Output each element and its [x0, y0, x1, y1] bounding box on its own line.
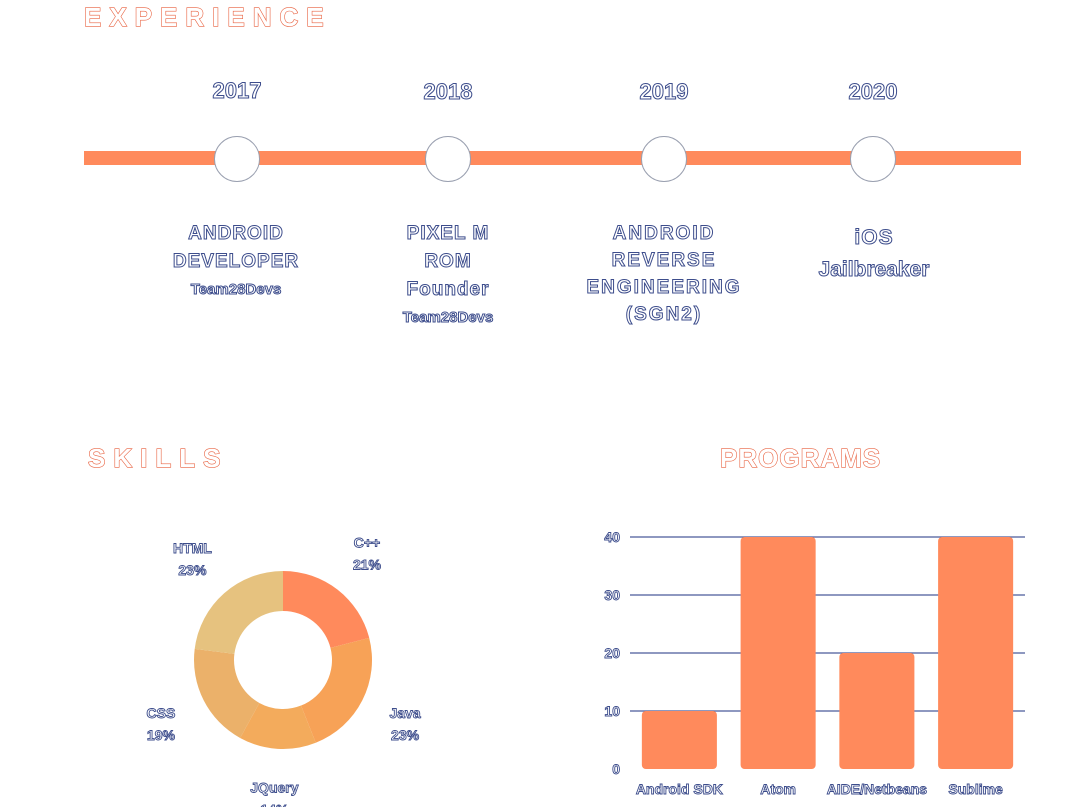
job-2018: PIXEL M ROM Founder Team28Devs	[348, 220, 548, 332]
job-title-line: (SGN2)	[625, 304, 703, 326]
donut-slice-jquery	[240, 702, 316, 749]
bar-aide-netbeans	[839, 653, 915, 769]
bar-sublime	[938, 537, 1014, 769]
donut-slice-css	[194, 648, 260, 738]
donut-label-name: C++	[354, 535, 380, 551]
y-tick-label: 40	[604, 529, 620, 545]
job-company: Team28Devs	[190, 281, 282, 299]
donut-label-group: HTML 23%	[173, 540, 213, 579]
job-title-line: ROM	[424, 251, 472, 273]
timeline-bar	[84, 151, 1021, 165]
x-tick-label: Sublime	[948, 781, 1003, 797]
year-2020: 2020	[848, 79, 898, 105]
donut-label-percent: 23%	[178, 562, 207, 578]
bar-android-sdk	[641, 711, 717, 769]
donut-label-percent: 19%	[147, 727, 176, 743]
donut-slice-c	[283, 571, 370, 648]
y-tick-label: 10	[604, 703, 620, 719]
donut-label-group: C++ 21%	[353, 534, 382, 573]
donut-label-percent: 14%	[260, 802, 289, 807]
job-2019: ANDROID REVERSE ENGINEERING (SGN2)	[564, 220, 764, 328]
skills-donut-chart: C++ 21% Java 23% JQuery 14% CSS 19% HTML 23%	[146, 534, 421, 807]
experience-heading: EXPERIENCE	[83, 1, 332, 32]
job-title-line: Founder	[406, 279, 490, 301]
bar-atom	[740, 537, 816, 769]
donut-label-group: JQuery 14%	[250, 779, 299, 807]
donut-label-name: CSS	[147, 705, 176, 721]
donut-label-name: Java	[389, 705, 420, 721]
donut-label-percent: 21%	[353, 557, 382, 573]
year-2018: 2018	[423, 79, 473, 105]
y-tick-label: 20	[604, 645, 620, 661]
year-2019: 2019	[639, 79, 689, 105]
job-title-line: REVERSE	[611, 250, 717, 272]
donut-label-group: CSS 19%	[146, 705, 176, 744]
job-title-line: DEVELOPER	[172, 251, 300, 273]
timeline-node-2017	[214, 136, 260, 182]
x-tick-label: Atom	[760, 781, 796, 797]
x-tick-label: Android SDK	[636, 781, 723, 797]
job-title-line: iOS	[854, 226, 894, 250]
job-company: Team28Devs	[402, 309, 494, 327]
programs-bar-chart: 0 10 20 30 40 Android SDK Atom AIDE/Netbeans Sub…	[604, 529, 1025, 797]
donut-slice-java	[301, 637, 372, 743]
job-title-line: ANDROID	[188, 223, 284, 245]
skills-heading: SKILLS	[87, 442, 229, 473]
y-tick-label: 30	[604, 587, 620, 603]
job-2020: iOS Jailbreaker	[774, 222, 974, 286]
y-tick-label: 0	[612, 761, 620, 777]
job-title-line: Jailbreaker	[818, 258, 930, 282]
donut-slice-html	[194, 571, 283, 654]
x-tick-label: AIDE/Netbeans	[827, 781, 928, 797]
timeline-node-2020	[850, 136, 896, 182]
job-2017: ANDROID DEVELOPER Team28Devs	[136, 220, 336, 304]
timeline-node-2018	[425, 136, 471, 182]
donut-label-name: HTML	[173, 540, 212, 556]
job-title-line: ENGINEERING	[586, 277, 742, 299]
timeline-node-2019	[641, 136, 687, 182]
donut-label-name: JQuery	[250, 780, 298, 796]
job-title-line: ANDROID	[612, 223, 716, 245]
year-2017: 2017	[212, 78, 262, 104]
job-title-line: PIXEL M	[406, 223, 490, 245]
donut-label-percent: 23%	[391, 727, 420, 743]
donut-label-group: Java 23%	[389, 705, 421, 744]
programs-heading: PROGRAMS	[719, 442, 882, 473]
